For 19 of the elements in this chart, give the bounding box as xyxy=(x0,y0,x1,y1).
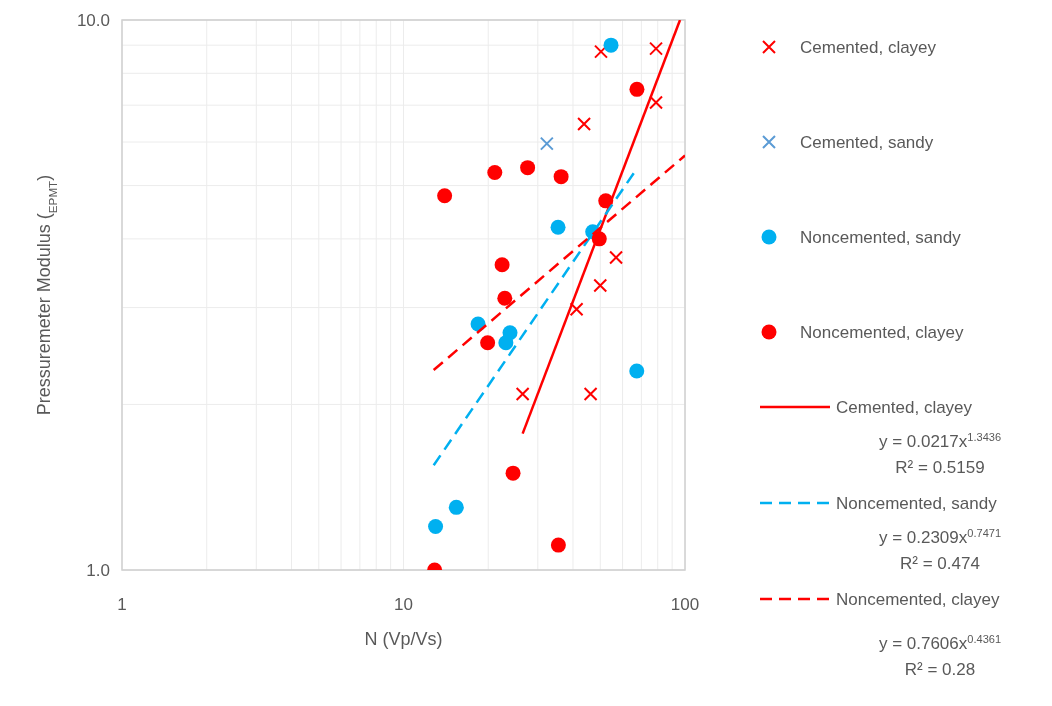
x-tick-label: 10 xyxy=(394,595,413,614)
text: R² = 0.474 xyxy=(900,554,980,573)
legend-label: Noncemented, clayey xyxy=(836,590,1000,609)
x-tick-label: 1 xyxy=(117,595,127,614)
text: y = 0.0217x$^{1.3436}$ xyxy=(878,431,1002,451)
x-axis-title: N (Vp/Vs) xyxy=(364,629,443,649)
legend-label: Cemented, clayey xyxy=(800,38,937,57)
legend-label: Cemented, sandy xyxy=(800,133,934,152)
legend-label: Cemented, clayey xyxy=(836,398,973,417)
legend-label: Noncemented, sandy xyxy=(836,494,998,513)
text: y = 0.7606x$^{0.4361}$ xyxy=(878,633,1002,653)
text: y = 0.2309x$^{0.7471}$ xyxy=(878,527,1002,547)
y-tick-label: 10.0 xyxy=(76,11,110,30)
y-tick-label: 1.0 xyxy=(86,561,110,580)
x-tick-label: 100 xyxy=(670,595,700,614)
legend-label: Noncemented, sandy xyxy=(800,228,962,247)
text: R² = 0.28 xyxy=(904,660,976,679)
text: R² = 0.5159 xyxy=(895,458,985,477)
legend-label: Noncemented, clayey xyxy=(800,323,964,342)
